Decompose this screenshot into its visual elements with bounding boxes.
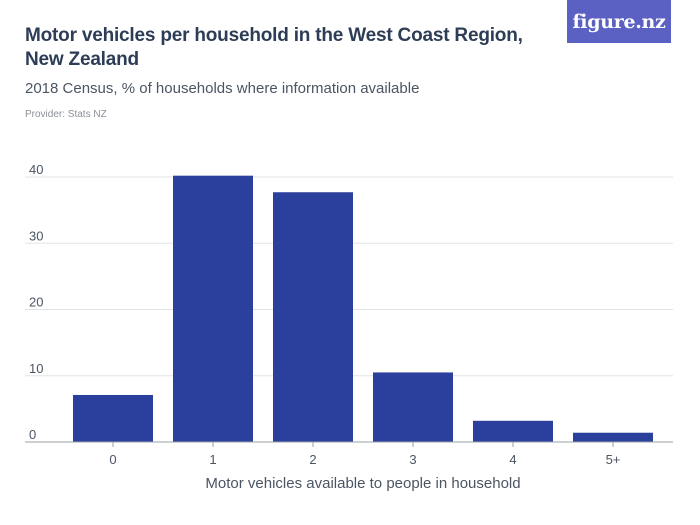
x-tick-label: 2 (309, 452, 316, 467)
bar-2[interactable] (273, 192, 353, 442)
y-tick-label: 20 (29, 295, 43, 310)
x-axis-ticks: 0 1 2 3 4 5+ (109, 442, 620, 467)
bar-3[interactable] (373, 372, 453, 442)
chart-title: Motor vehicles per household in the West… (25, 25, 523, 70)
x-tick-label: 4 (509, 452, 516, 467)
y-tick-label: 10 (29, 361, 43, 376)
x-tick-label: 0 (109, 452, 116, 467)
bars (73, 175, 653, 443)
x-tick-label: 3 (409, 452, 416, 467)
y-tick-label: 40 (29, 162, 43, 177)
y-tick-label: 0 (29, 427, 36, 442)
provider-label: Provider: Stats NZ (25, 109, 107, 120)
x-tick-label: 1 (209, 452, 216, 467)
x-tick-label: 5+ (606, 452, 621, 467)
figure-nz-logo[interactable]: figure.nz (567, 0, 671, 43)
y-axis-ticks: 0 10 20 30 40 (29, 162, 43, 442)
bar-4[interactable] (473, 420, 553, 442)
bar-5plus[interactable] (573, 432, 653, 442)
bar-1[interactable] (173, 175, 253, 443)
chart-subtitle: 2018 Census, % of households where infor… (25, 80, 420, 97)
y-tick-label: 30 (29, 228, 43, 243)
bar-0[interactable] (73, 394, 153, 442)
x-axis-title: Motor vehicles available to people in ho… (205, 475, 520, 492)
